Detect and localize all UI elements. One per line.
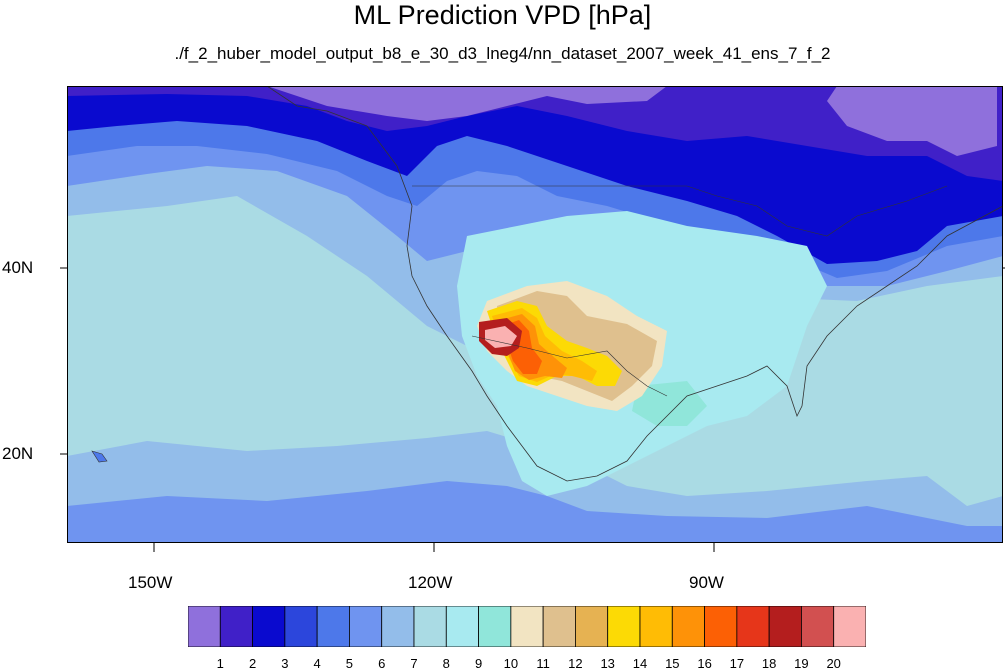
colorbar-tick-label: 19 — [794, 656, 809, 671]
colorbar-swatch — [219, 606, 253, 647]
colorbar-swatch — [639, 606, 673, 647]
colorbar-tick-label: 16 — [697, 656, 712, 671]
vpd-colorbar — [188, 606, 866, 647]
colorbar-swatch — [704, 606, 738, 647]
colorbar-tick-label: 1 — [216, 656, 224, 671]
colorbar-swatch — [252, 606, 286, 647]
vpd-level-5-south — [67, 481, 1003, 543]
colorbar-swatch — [510, 606, 544, 647]
map-subtitle: ./f_2_huber_model_output_b8_e_30_d3_lneg… — [174, 44, 831, 63]
colorbar-swatch — [381, 606, 415, 647]
colorbar-swatch — [188, 606, 221, 647]
vpd-level-1-region — [827, 86, 997, 156]
colorbar-swatch — [445, 606, 479, 647]
colorbar-tick-label: 7 — [410, 656, 418, 671]
colorbar-tick-label: 18 — [761, 656, 777, 671]
lat-label-20n: 20N — [2, 444, 34, 463]
colorbar-swatch — [671, 606, 705, 647]
colorbar-swatch — [284, 606, 318, 647]
lon-label-150w: 150W — [128, 573, 173, 592]
colorbar-tick-label: 10 — [503, 656, 519, 671]
lat-label-40n: 40N — [2, 258, 34, 277]
colorbar-swatch — [413, 606, 447, 647]
colorbar-swatch — [316, 606, 350, 647]
colorbar-swatch — [349, 606, 383, 647]
colorbar-swatch — [575, 606, 609, 647]
colorbar-tick-label: 14 — [632, 656, 648, 671]
vpd-field-map — [67, 86, 1003, 543]
hawaii-islands — [91, 450, 108, 463]
colorbar-tick-label: 6 — [378, 656, 386, 671]
colorbar-tick-label: 4 — [313, 656, 321, 671]
colorbar-tick-label: 11 — [536, 656, 550, 671]
north-america-coastline — [266, 86, 1003, 482]
colorbar-swatch — [736, 606, 770, 647]
colorbar-tick-label: 8 — [442, 656, 450, 671]
us-canada-border — [412, 185, 948, 237]
colorbar-tick-label: 3 — [281, 656, 289, 671]
colorbar-swatch — [801, 606, 835, 647]
colorbar-tick-label: 9 — [474, 656, 483, 671]
map-plot-area — [67, 86, 1003, 543]
colorbar-tick-label: 2 — [248, 656, 257, 671]
colorbar-swatch — [768, 606, 802, 647]
vpd-level-2-region — [67, 86, 1003, 181]
colorbar-tick-label: 15 — [665, 656, 680, 671]
colorbar-tick-label: 13 — [600, 656, 615, 671]
vpd-level-20-region — [485, 326, 517, 348]
colorbar-swatch — [607, 606, 641, 647]
vpd-level-1-north — [267, 86, 667, 121]
map-title: ML Prediction VPD [hPa] — [353, 0, 652, 30]
colorbar-tick-label: 20 — [826, 656, 841, 671]
colorbar-swatch — [542, 606, 576, 647]
colorbar-tick-label: 12 — [568, 656, 583, 671]
vpd-level-8-region — [632, 381, 707, 426]
us-mexico-border — [471, 335, 668, 397]
lon-label-90w: 90W — [689, 573, 724, 592]
colorbar-tick-label: 17 — [729, 656, 745, 671]
colorbar-swatch — [833, 606, 866, 647]
lon-label-120w: 120W — [408, 573, 453, 592]
colorbar-tick-label: 5 — [345, 656, 354, 671]
colorbar-swatch — [478, 606, 512, 647]
